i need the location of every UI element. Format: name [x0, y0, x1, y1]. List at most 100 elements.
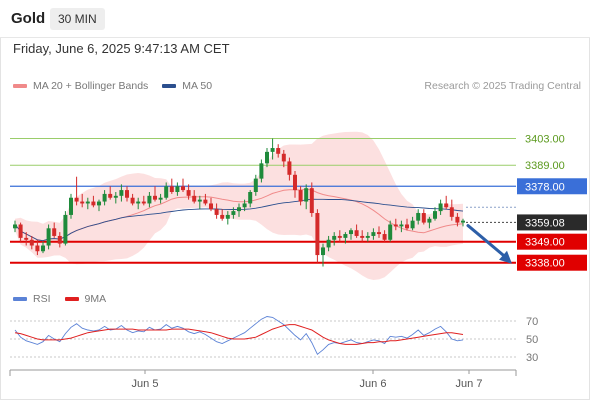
forecast-arrow-head	[499, 250, 512, 264]
candle-body	[248, 192, 253, 204]
x-axis: Jun 5 Jun 6 Jun 7	[9, 369, 517, 390]
candle-body	[449, 207, 454, 217]
candle-body	[455, 216, 460, 223]
candle-body	[18, 224, 23, 238]
level-tag-3378.00	[517, 178, 587, 195]
level-label-3403.00: 3403.00	[525, 133, 565, 145]
x-tick-label-Jun-5: Jun 5	[132, 378, 159, 390]
candle-body	[444, 203, 449, 208]
level-label-3338.00: 3338.00	[525, 258, 565, 270]
candle-body	[29, 239, 34, 246]
candle-body	[231, 211, 236, 215]
candle-body	[35, 245, 40, 252]
candle-body	[209, 203, 213, 210]
candle-body	[427, 218, 432, 223]
candle-body	[365, 235, 370, 238]
candle-body	[80, 201, 85, 204]
candle-body	[354, 230, 359, 236]
candle-body	[326, 239, 331, 248]
legend-item-bollinger: MA 20 + Bollinger Bands	[13, 80, 148, 92]
candle-body	[225, 214, 230, 219]
candle-body	[410, 220, 415, 229]
last-price-tag	[517, 214, 587, 231]
forecast-arrow-shaft	[466, 224, 506, 258]
candle-body	[304, 188, 309, 202]
candle-body	[309, 188, 314, 214]
candle-body	[175, 186, 180, 192]
candle-body	[125, 190, 129, 198]
rsi-panel: 70 50 30	[10, 316, 538, 364]
candle-body	[181, 186, 185, 191]
legend-label-ma50: MA 50	[182, 80, 213, 92]
candle-body	[169, 186, 174, 192]
candle-body	[315, 213, 320, 256]
timeframe-badge[interactable]: 30 MIN	[50, 8, 105, 30]
candle-body	[281, 153, 286, 162]
legend-item-rsi: RSI	[13, 293, 51, 305]
candle-body	[237, 207, 241, 212]
candle-body	[438, 203, 443, 212]
candle-body	[74, 197, 79, 202]
candle-body	[343, 234, 348, 238]
legend-swatch-ma50	[162, 84, 177, 88]
candle-body	[113, 195, 118, 198]
rsi-line	[14, 316, 464, 356]
instrument-title: Gold	[11, 10, 46, 27]
level-tag-3349.00	[517, 233, 587, 250]
candle-body	[192, 195, 197, 202]
candle-body	[399, 224, 404, 227]
candle-body	[24, 237, 29, 240]
candle-body	[349, 230, 353, 235]
candle-body	[13, 224, 17, 229]
candle-body	[69, 197, 73, 215]
candle-body	[265, 151, 269, 164]
price-levels: 3403.00 3389.00 3378.00 3349.00 3338.00	[10, 133, 587, 271]
candle-body	[321, 247, 325, 256]
candle-body	[253, 178, 258, 192]
candle-body	[259, 163, 264, 179]
candle-body	[147, 195, 152, 204]
candle-body	[332, 235, 337, 240]
legend-swatch-9ma	[64, 297, 79, 301]
candle-body	[63, 214, 68, 244]
candle-body	[153, 195, 157, 200]
candle-body	[119, 190, 124, 196]
rsi-tick-30: 30	[526, 352, 538, 364]
level-label-3389.00: 3389.00	[525, 160, 565, 172]
candle-body	[371, 232, 376, 236]
level-tag-3338.00	[517, 254, 587, 271]
overlays: 3359.08	[466, 206, 587, 264]
legend-item-9ma: 9MA	[64, 293, 106, 305]
legend-label-bollinger: MA 20 + Bollinger Bands	[33, 80, 149, 92]
candle-body	[57, 235, 62, 244]
candle-body	[416, 213, 421, 221]
candle-body	[41, 245, 45, 252]
legend-item-ma50: MA 50	[162, 80, 212, 92]
candle-body	[158, 197, 163, 200]
credit-text: Research © 2025 Trading Central	[424, 80, 581, 92]
candle-body	[136, 201, 141, 204]
rsi-tick-50: 50	[526, 334, 538, 346]
candle-body	[203, 199, 208, 204]
last-price-label: 3359.08	[525, 217, 565, 229]
timestamp: Friday, June 6, 2025 9:47:13 AM CET	[13, 41, 230, 56]
candle-body	[130, 197, 135, 204]
candle-body	[85, 201, 90, 204]
candle-body	[220, 214, 225, 219]
main-legend: MA 20 + Bollinger Bands MA 50	[13, 80, 226, 92]
candle-body	[337, 235, 342, 238]
candle-body	[97, 201, 101, 206]
candle-body	[108, 193, 113, 198]
level-label-3349.00: 3349.00	[525, 237, 565, 249]
candle-body	[141, 201, 146, 204]
candle-body	[52, 228, 57, 236]
candle-body	[461, 220, 465, 223]
candle-body	[270, 148, 275, 152]
candle-body	[433, 211, 437, 219]
candle-body	[421, 213, 426, 223]
rsi-legend: RSI 9MA	[13, 293, 120, 305]
candle-body	[298, 190, 303, 202]
rsi-ma-line	[14, 324, 464, 345]
candle-body	[377, 232, 381, 235]
